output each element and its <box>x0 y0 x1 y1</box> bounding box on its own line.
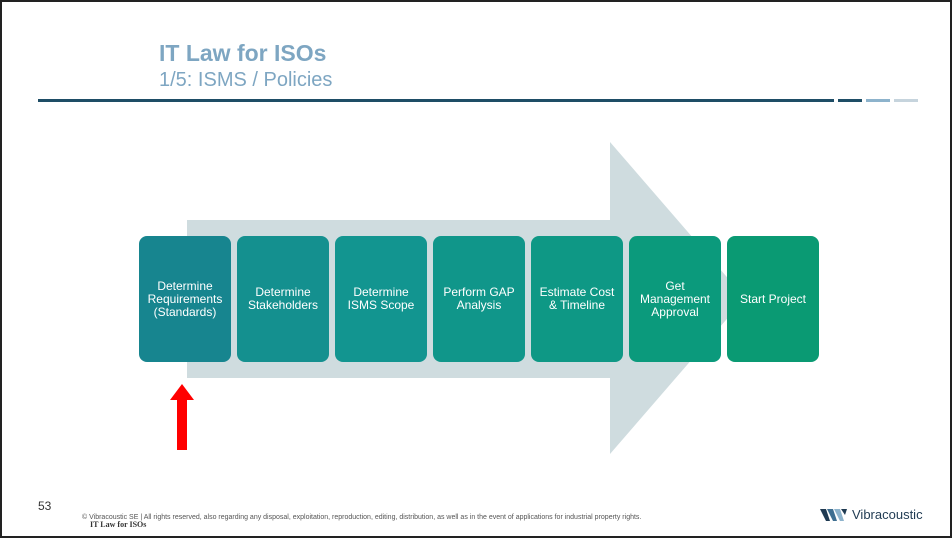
slide-title: IT Law for ISOs <box>159 40 327 66</box>
process-step-5: Estimate Cost & Timeline <box>531 236 623 362</box>
process-step-label: Perform GAP Analysis <box>443 285 515 312</box>
red-up-arrow-icon <box>170 384 194 450</box>
page-number: 53 <box>38 499 52 513</box>
logo-text: Vibracoustic <box>852 507 923 522</box>
process-step-3: Determine ISMS Scope <box>335 236 427 362</box>
process-step-label: Estimate Cost & Timeline <box>539 285 615 312</box>
process-step-label: Start Project <box>739 291 807 306</box>
process-step-1: Determine Requirements (Standards) <box>139 236 231 362</box>
process-step-4: Perform GAP Analysis <box>433 236 525 362</box>
process-step-2: Determine Stakeholders <box>237 236 329 362</box>
process-step-label: Get Management Approval <box>639 278 711 319</box>
process-step-7: Start Project <box>727 236 819 362</box>
process-step-label: Determine ISMS Scope <box>347 285 415 312</box>
copyright-footer: © Vibracoustic SE | All rights reserved,… <box>82 514 642 521</box>
title-rule-segment-dark <box>838 99 862 102</box>
slide-subtitle: 1/5: ISMS / Policies <box>159 69 333 91</box>
footer-title: IT Law for ISOs <box>90 520 147 529</box>
process-step-label: Determine Requirements (Standards) <box>147 278 223 319</box>
title-rule-segment-light <box>894 99 918 102</box>
vibracoustic-logo: Vibracoustic <box>820 507 923 522</box>
process-step-label: Determine Stakeholders <box>247 285 319 312</box>
title-rule-segment-mid <box>866 99 890 102</box>
title-rule <box>38 99 834 102</box>
vibracoustic-logo-icon <box>820 508 847 521</box>
process-step-6: Get Management Approval <box>629 236 721 362</box>
